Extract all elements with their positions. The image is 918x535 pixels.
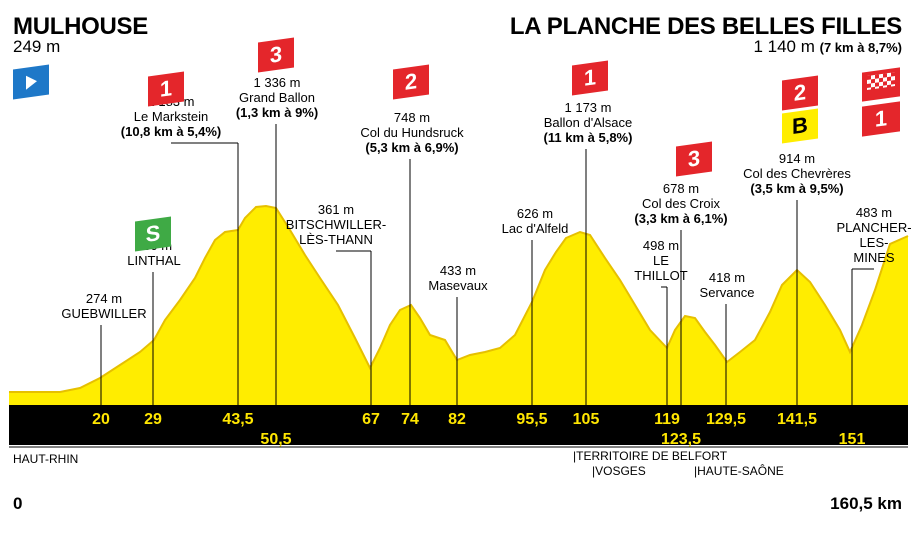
km-label: 20 [92,411,110,428]
km-label: 123,5 [660,431,702,448]
climb-stats: (10,8 km à 5,4%) [120,124,222,139]
point-label-line: 914 m [778,151,816,166]
km-label: 129,5 [705,411,747,428]
category-badge: 2 [393,64,429,100]
point-label: 498 m LE THILLOT [634,238,687,283]
point-label-line: Col des Chevrères [743,166,851,181]
profile-edge [9,204,909,393]
point-label-line: Grand Ballon [239,90,315,105]
climb-stats: (5,3 km à 6,9%) [365,140,459,155]
point-label-line: LE [653,253,669,268]
region-territoire-de-belfort: |TERRITOIRE DE BELFORT [573,449,728,463]
category-badge: 2 [782,75,818,111]
point-label: 748 m Col du Hundsruck (5,3 km à 6,9%) [360,110,463,155]
climb-stats: (3,5 km à 9,5%) [750,181,844,196]
climb-stats: (3,3 km à 6,1%) [634,211,728,226]
point-label-line: 483 m [855,205,893,220]
point-label-line: Col des Croix [641,196,721,211]
point-label-line: Servance [699,285,755,300]
point-label-line: 433 m [439,263,477,278]
region-haut-rhin: HAUT-RHIN [13,452,79,466]
distance-start: 0 [13,494,23,513]
point-label-line: BITSCHWILLER- [285,217,387,232]
km-label: 105 [572,411,600,428]
point-label-line: Masevaux [428,278,488,293]
point-label: 914 m Col des Chevrères (3,5 km à 9,5%) [743,151,851,196]
point-label-line: LES- [859,235,889,250]
point-label-line: 626 m [516,206,554,221]
category-badge: 3 [258,37,294,73]
point-label-line: 498 m [642,238,680,253]
finish-town: LA PLANCHE DES BELLES FILLES [509,13,902,40]
point-label-line: Le Markstein [133,109,209,124]
km-label: 29 [144,411,162,428]
point-label: 274 m GUEBWILLER [61,291,146,321]
km-label: 95,5 [516,411,548,428]
finish-altitude: 1 140 m (7 km à 8,7%) [753,37,902,56]
profile-area [9,206,908,405]
km-band [9,405,908,445]
start-town: MULHOUSE [13,13,148,40]
point-label: 626 m Lac d'Alfeld [502,206,569,236]
point-label-line: GUEBWILLER [61,306,147,321]
point-label-line: THILLOT [634,268,688,283]
point-label-line: PLANCHER- [836,220,912,235]
point-label-line: LINTHAL [127,253,181,268]
point-label-line: 1 336 m [253,75,301,90]
region-haute-saone: |HAUTE-SAÔNE [694,464,784,478]
km-label: 151 [838,431,866,448]
point-label-line: 678 m [662,181,700,196]
sprint-icon: S [135,216,171,252]
category-badge: 1 [572,60,608,96]
region-vosges: |VOSGES [592,464,646,478]
point-label-line: LÈS-THANN [299,232,373,247]
km-label: 82 [448,411,466,428]
point-label: 418 m Servance [700,270,755,300]
km-label: 141,5 [776,411,818,428]
point-label-line: Col du Hundsruck [360,125,464,140]
km-label: 119 [654,411,680,428]
point-label-line: Ballon d'Alsace [543,115,633,130]
point-label: 433 m Masevaux [428,263,487,293]
point-label-line: 1 173 m [564,100,612,115]
point-label-line: Lac d'Alfeld [501,221,569,236]
point-label: 1 336 m Grand Ballon (1,3 km à 9%) [236,75,318,120]
point-label-line: 361 m [317,202,355,217]
point-label: 361 m BITSCHWILLER- LÈS-THANN [286,202,386,247]
km-label: 74 [401,411,419,428]
point-label-line: 748 m [393,110,431,125]
climb-stats: (11 km à 5,8%) [543,130,633,145]
bonus-badge: B [782,108,818,144]
climb-stats: (1,3 km à 9%) [235,105,319,120]
km-label: 43,5 [222,411,254,428]
point-label-line: MINES [853,250,895,265]
point-label: 483 m PLANCHER- LES- MINES [836,205,911,265]
point-label: 678 m Col des Croix (3,3 km à 6,1%) [634,181,727,226]
km-label: 67 [362,411,380,428]
km-label: 50,5 [260,431,292,448]
point-label-line: 274 m [85,291,123,306]
point-label: 1 173 m Ballon d'Alsace (11 km à 5,8%) [544,100,633,145]
point-label-line: 418 m [708,270,746,285]
distance-total: 160,5 km [830,494,902,513]
category-badge: 1 [148,71,184,107]
start-altitude: 249 m [13,37,61,56]
category-badge: 3 [676,141,712,177]
